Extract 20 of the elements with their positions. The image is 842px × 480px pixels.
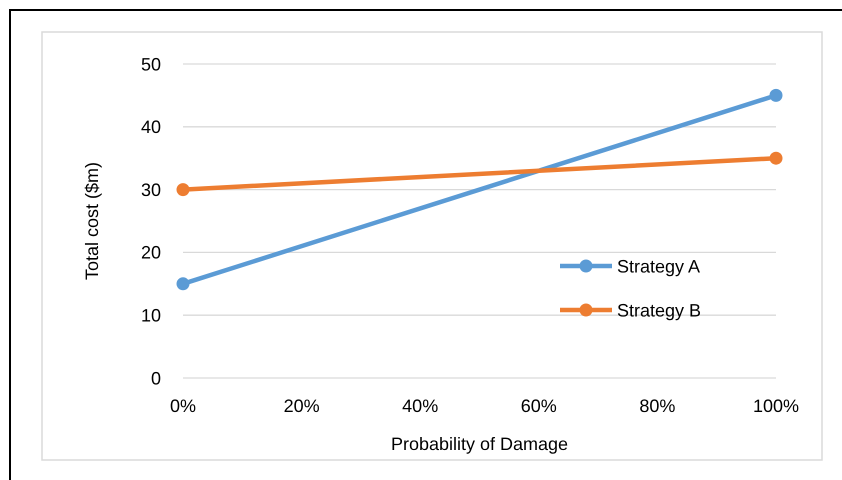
x-axis-title: Probability of Damage	[390, 434, 568, 454]
point	[770, 88, 782, 102]
y-tick-label: 50	[140, 54, 161, 74]
y-tick-label: 40	[140, 117, 161, 138]
legend-label: Strategy B	[617, 300, 702, 320]
point	[176, 183, 190, 196]
x-tick-label: 100%	[752, 396, 800, 416]
x-tick-label: 80%	[639, 396, 676, 416]
y-tick-label: 0	[150, 368, 161, 388]
point	[770, 152, 782, 165]
y-tick-label: 10	[140, 306, 161, 326]
x-tick-label: 60%	[520, 396, 557, 416]
y-axis-title: Total cost ($m)	[82, 162, 102, 280]
x-tick-label: 40%	[402, 396, 438, 416]
x-tick-label: 20%	[284, 396, 320, 416]
y-tick-label: 20	[140, 242, 161, 263]
point	[176, 277, 190, 290]
y-tick-label: 30	[140, 180, 161, 200]
x-tick-label: 0%	[170, 396, 196, 416]
legend-label: Strategy A	[617, 256, 700, 276]
